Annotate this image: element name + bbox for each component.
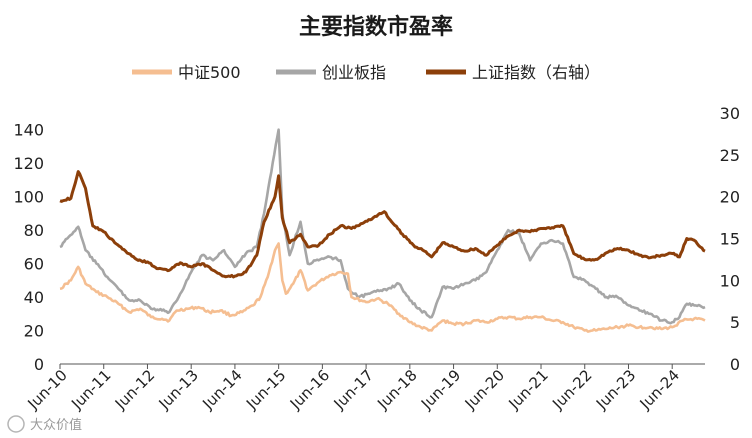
x-tick-label: Jun-13 <box>155 366 202 413</box>
series-line-2 <box>59 170 706 279</box>
chart-title: 主要指数市盈率 <box>299 14 453 40</box>
y-left-tick-label: 60 <box>24 255 44 274</box>
x-tick-label: Jun-24 <box>636 366 683 413</box>
x-tick-label: Jun-19 <box>417 366 464 413</box>
x-tick-label: Jun-18 <box>373 366 420 413</box>
legend-label-2: 上证指数（右轴） <box>472 63 600 82</box>
y-left-tick-label: 140 <box>13 121 44 140</box>
watermark-icon <box>7 415 25 433</box>
y-right-tick-label: 10 <box>720 271 740 290</box>
x-tick-label: Jun-22 <box>548 366 595 413</box>
x-tick-label: Jun-14 <box>198 366 245 413</box>
y-left-tick-label: 40 <box>24 288 44 307</box>
x-tick-label: Jun-15 <box>242 366 289 413</box>
y-right-tick-label: 15 <box>720 230 740 249</box>
x-tick-label: Jun-20 <box>461 366 508 413</box>
legend-label-1: 创业板指 <box>322 63 386 82</box>
series-layer <box>59 128 706 333</box>
y-left-tick-label: 0 <box>34 355 44 374</box>
x-tick-label: Jun-21 <box>505 366 552 413</box>
chart-legend: 中证500 创业板指 上证指数（右轴） <box>132 63 600 82</box>
x-tick-label: Jun-23 <box>592 366 639 413</box>
y-left-tick-label: 100 <box>13 188 44 207</box>
x-tick-label: Jun-10 <box>23 366 70 413</box>
y-right-tick-label: 0 <box>730 355 740 374</box>
x-tick-label: Jun-16 <box>286 366 333 413</box>
y-axis-left: 0 20 40 60 80 100 120 140 <box>13 121 44 374</box>
x-tick-label: Jun-17 <box>330 366 377 413</box>
watermark-text: 大众价值 <box>30 417 82 433</box>
x-axis: Jun-10Jun-11Jun-12Jun-13Jun-14Jun-15Jun-… <box>23 364 683 413</box>
y-right-tick-label: 25 <box>720 146 740 165</box>
series-line-0 <box>59 242 706 333</box>
y-right-tick-label: 30 <box>720 104 740 123</box>
x-tick-label: Jun-12 <box>111 366 158 413</box>
x-tick-label: Jun-11 <box>67 366 114 413</box>
y-right-tick-label: 5 <box>730 313 740 332</box>
y-left-tick-label: 80 <box>24 221 44 240</box>
series-line-1 <box>59 128 706 325</box>
y-axis-right: 0 5 10 15 20 25 30 <box>720 104 740 374</box>
y-right-tick-label: 20 <box>720 188 740 207</box>
legend-label-0: 中证500 <box>178 63 241 82</box>
y-left-tick-label: 20 <box>24 322 44 341</box>
y-left-tick-label: 120 <box>13 154 44 173</box>
watermark: 大众价值 <box>7 415 82 433</box>
